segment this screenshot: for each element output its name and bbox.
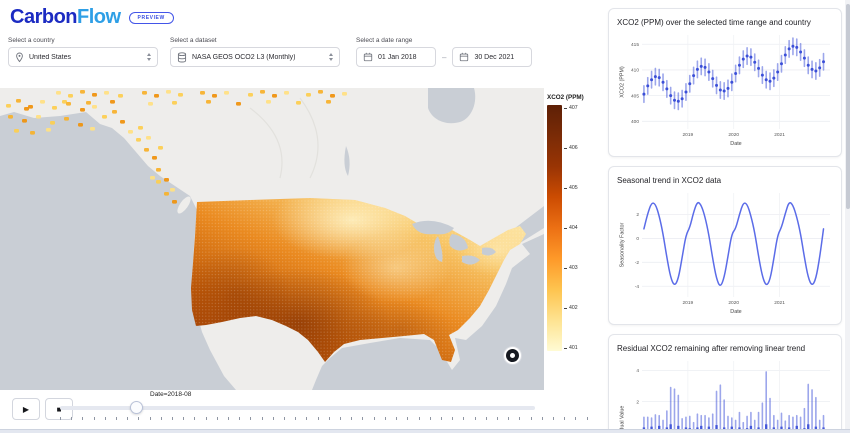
select-chevrons-icon bbox=[329, 53, 333, 61]
map-canvas[interactable] bbox=[0, 88, 544, 390]
svg-text:2020: 2020 bbox=[728, 132, 739, 138]
residual-chart: 420-2201920202021Residual Value bbox=[620, 361, 830, 433]
app-title-primary: Carbon bbox=[10, 6, 78, 28]
svg-text:4: 4 bbox=[636, 368, 639, 374]
country-label: Select a country bbox=[8, 37, 55, 44]
location-pin-icon bbox=[16, 52, 23, 62]
chart-card-xco2: XCO2 (PPM) over the selected time range … bbox=[608, 8, 842, 157]
time-slider-bar: ▶ ■ Date=2018-08 bbox=[0, 390, 600, 430]
calendar-icon bbox=[363, 52, 373, 62]
dataset-select[interactable]: NASA GEOS OCO2 L3 (Monthly) bbox=[170, 47, 340, 67]
dataset-label: Select a dataset bbox=[170, 37, 217, 44]
app-title: CarbonFlow bbox=[10, 6, 121, 29]
svg-text:2021: 2021 bbox=[774, 300, 785, 306]
end-date-input[interactable]: 30 Dec 2021 bbox=[452, 47, 533, 67]
dataset-control: Select a dataset NASA GEOS OCO2 L3 (Mont… bbox=[170, 37, 340, 67]
svg-text:Seasonality Factor: Seasonality Factor bbox=[620, 222, 626, 267]
vancouver-island bbox=[177, 196, 191, 214]
preview-badge: PREVIEW bbox=[128, 11, 174, 24]
svg-text:0: 0 bbox=[636, 236, 639, 242]
timeline-date-label: Date=2018-08 bbox=[150, 391, 192, 398]
chart-title: XCO2 (PPM) over the selected time range … bbox=[617, 18, 811, 27]
svg-text:415: 415 bbox=[631, 42, 639, 48]
country-select[interactable]: United States bbox=[8, 47, 158, 67]
color-legend: XCO2 (PPM) 407 406 405 404 403 402 401 bbox=[547, 94, 599, 351]
svg-text:2020: 2020 bbox=[728, 300, 739, 306]
charts-panel: XCO2 (PPM) over the selected time range … bbox=[608, 0, 842, 433]
hudson-bay bbox=[428, 88, 476, 124]
timeline-ticks bbox=[60, 417, 588, 420]
bottom-edge bbox=[0, 429, 850, 433]
svg-text:Date: Date bbox=[730, 141, 741, 147]
svg-text:XCO2 (PPM): XCO2 (PPM) bbox=[620, 66, 626, 98]
svg-text:2019: 2019 bbox=[683, 300, 694, 306]
dataset-value: NASA GEOS OCO2 L3 (Monthly) bbox=[192, 53, 296, 61]
svg-text:2: 2 bbox=[636, 212, 639, 218]
seasonal-trend-chart: 2 0 -2 -4 2019 2020 2021 Seasonality Factor Date bbox=[620, 193, 830, 315]
map-attribution-icon[interactable] bbox=[504, 347, 521, 364]
xco2-timeseries-chart: 400 405 410 415 2019 2020 2021 XCO2 (PPM) Date bbox=[620, 35, 830, 147]
svg-text:2: 2 bbox=[636, 399, 639, 405]
date-range-label: Select a date range bbox=[356, 37, 413, 44]
map-terrain-lines bbox=[249, 97, 319, 179]
svg-text:-4: -4 bbox=[635, 284, 640, 290]
alaska-observation-dots bbox=[6, 90, 347, 204]
svg-text:Residual Value: Residual Value bbox=[620, 406, 626, 433]
end-date-value: 30 Dec 2021 bbox=[474, 53, 515, 61]
legend-title: XCO2 (PPM) bbox=[547, 94, 584, 101]
date-range-separator: – bbox=[442, 52, 447, 62]
country-control: Select a country United States bbox=[8, 37, 158, 67]
choropleth-map[interactable]: XCO2 (PPM) 407 406 405 404 403 402 401 bbox=[0, 88, 600, 390]
svg-text:-2: -2 bbox=[635, 260, 640, 266]
app-header: CarbonFlow PREVIEW bbox=[10, 6, 174, 29]
select-chevrons-icon bbox=[147, 53, 151, 61]
svg-text:410: 410 bbox=[631, 68, 639, 74]
timeline-track[interactable] bbox=[60, 401, 535, 414]
chart-card-residual: Residual XCO2 remaining after removing l… bbox=[608, 334, 842, 433]
play-button[interactable]: ▶ bbox=[12, 398, 40, 420]
country-value: United States bbox=[29, 53, 72, 61]
great-lakes bbox=[412, 220, 496, 265]
chart-title: Seasonal trend in XCO2 data bbox=[617, 176, 722, 185]
chart-title: Residual XCO2 remaining after removing l… bbox=[617, 344, 806, 353]
start-date-input[interactable]: 01 Jan 2018 bbox=[356, 47, 436, 67]
date-range-control: Select a date range 01 Jan 2018 – 30 Dec… bbox=[356, 37, 536, 67]
svg-text:400: 400 bbox=[631, 119, 639, 125]
vertical-scrollbar[interactable] bbox=[845, 0, 850, 433]
chart-card-seasonal: Seasonal trend in XCO2 data 2 0 -2 -4 2019 20… bbox=[608, 166, 842, 325]
svg-text:2021: 2021 bbox=[774, 132, 785, 138]
lake-winnipeg bbox=[344, 146, 350, 176]
start-date-value: 01 Jan 2018 bbox=[378, 53, 417, 61]
app-title-secondary: Flow bbox=[77, 6, 121, 28]
svg-text:2019: 2019 bbox=[683, 132, 694, 138]
database-icon bbox=[177, 51, 187, 62]
svg-text:Date: Date bbox=[730, 309, 741, 315]
calendar-icon bbox=[460, 52, 469, 62]
legend-ticks: 407 406 405 404 403 402 401 bbox=[564, 105, 578, 351]
scrollbar-thumb[interactable] bbox=[845, 4, 850, 209]
legend-colorbar bbox=[547, 105, 562, 351]
timeline-handle[interactable] bbox=[129, 401, 143, 414]
svg-text:405: 405 bbox=[631, 93, 639, 99]
